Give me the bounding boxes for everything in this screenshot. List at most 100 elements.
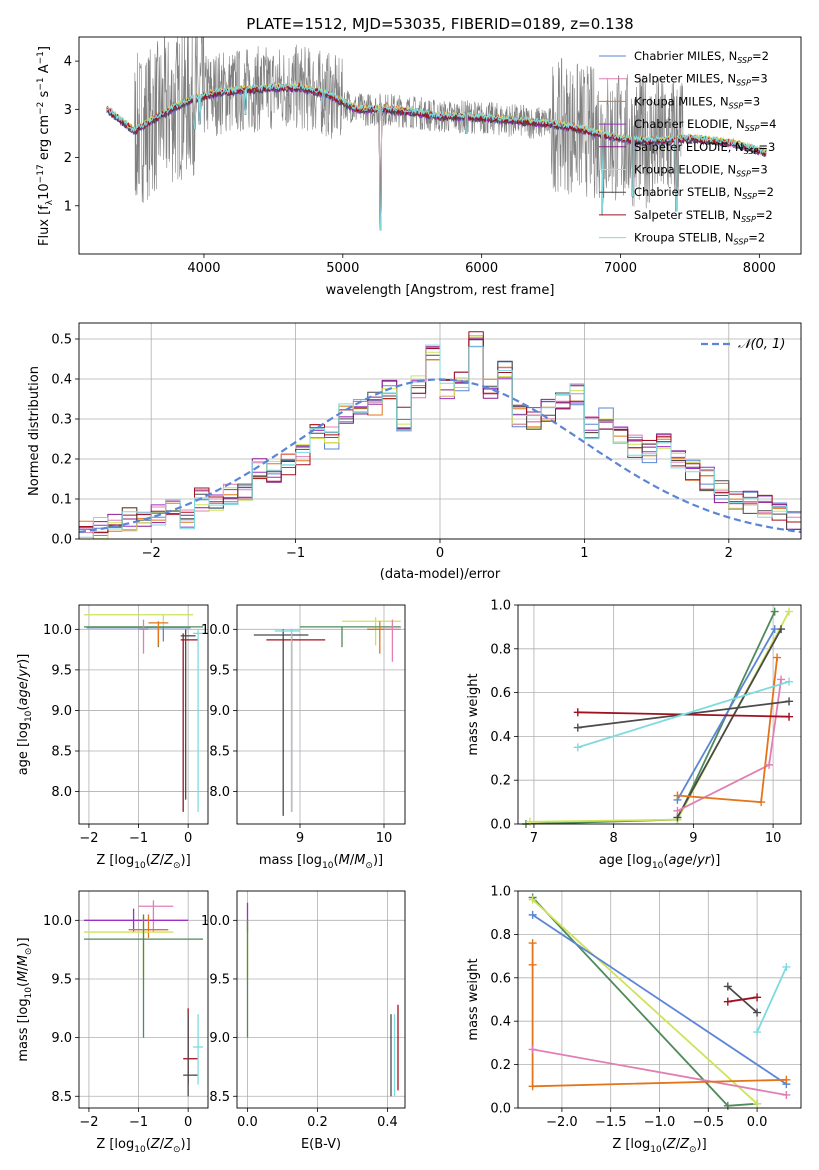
label-part: )] — [373, 853, 383, 868]
label-part: Z — [150, 1137, 161, 1152]
label-part: 10 — [650, 1145, 662, 1155]
x-tick-label: 5000 — [326, 261, 359, 276]
spectrum-model-line — [106, 82, 767, 231]
plus-marker — [573, 723, 582, 732]
x-axis-label: Z [log10(Z/Z⊙)] — [96, 1137, 190, 1155]
legend-text: Kroupa STELIB, N — [634, 231, 734, 245]
plus-marker — [528, 1045, 537, 1054]
plus-marker — [773, 653, 782, 662]
label-part: −1 — [36, 77, 46, 90]
label-part: M — [339, 853, 350, 868]
y-tick-label: 1 — [64, 199, 72, 214]
plus-marker — [785, 677, 794, 686]
plus-marker — [573, 708, 582, 717]
label-part: M — [16, 955, 31, 966]
x-axis-label: Z [log10(Z/Z⊙)] — [96, 853, 190, 871]
label-part: λ — [45, 199, 55, 205]
y-tick-label: 10.0 — [43, 914, 72, 929]
y-tick-label: 0.8 — [490, 928, 511, 943]
plus-marker — [673, 791, 682, 800]
label-part: M — [354, 853, 365, 868]
series-line — [531, 899, 758, 1105]
x-tick-label: 0 — [184, 831, 192, 846]
legend-entry: Chabrier MILES, NSSP=2 — [634, 49, 769, 65]
y-tick-label: 1.0 — [490, 599, 511, 614]
x-tick-label: −1 — [129, 1115, 148, 1130]
label-part: 10 — [652, 861, 664, 871]
x-tick-label: 10 — [376, 831, 393, 846]
plus-marker — [753, 1099, 762, 1108]
plus-marker — [528, 910, 537, 919]
y-tick-label: 0.0 — [490, 818, 511, 833]
legend-sub: SSP — [744, 147, 759, 156]
plus-marker — [528, 895, 537, 904]
y-tick-label: 0.3 — [51, 413, 72, 428]
x-tick-label: 7 — [530, 831, 538, 846]
label-part: / — [16, 966, 31, 971]
label-part: erg cm — [37, 115, 52, 164]
legend-text: Salpeter ELODIE, N — [634, 140, 744, 154]
x-tick-label: 0.4 — [377, 1115, 398, 1130]
label-part: yr — [696, 853, 712, 868]
x-tick-label: −0.5 — [693, 1115, 725, 1130]
plot-area — [79, 605, 208, 824]
label-part: Z — [163, 1137, 174, 1152]
x-axis-label: age [log10(age/yr)] — [599, 853, 721, 871]
y-tick-label: 8.5 — [209, 745, 230, 760]
label-part: Z — [150, 853, 161, 868]
y-tick-label: 0.6 — [490, 971, 511, 986]
axes-frame — [78, 322, 802, 540]
x-tick-label: 0 — [436, 546, 444, 561]
plus-marker — [723, 1101, 732, 1110]
label-part: Z — [679, 1137, 690, 1152]
label-part: 10 — [24, 987, 34, 999]
legend-n: =3 — [751, 163, 768, 177]
legend-text: Salpeter MILES, N — [634, 72, 736, 86]
y-tick-label: 0.4 — [490, 1015, 511, 1030]
label-part: yr — [16, 662, 31, 678]
label-part: M — [16, 971, 31, 982]
plus-marker — [528, 1082, 537, 1091]
legend-text: Kroupa MILES, N — [634, 94, 729, 108]
label-part: A — [37, 64, 52, 77]
label-part: Z — [666, 1137, 677, 1152]
y-tick-label: 0.6 — [490, 686, 511, 701]
x-tick-label: 0.0 — [747, 1115, 768, 1130]
plus-marker — [782, 1090, 791, 1099]
y-tick-label: 8.5 — [51, 745, 72, 760]
label-part: 10 — [322, 861, 334, 871]
axes-frame — [78, 604, 209, 825]
label-part: / — [350, 853, 355, 868]
legend-sub: SSP — [736, 79, 751, 88]
label-part: ( — [334, 853, 339, 868]
plus-marker — [528, 939, 537, 948]
legend-sub: SSP — [734, 238, 749, 247]
y-tick-label: 0.5 — [51, 333, 72, 348]
y-tick-label: 10.0 — [201, 914, 230, 929]
y-tick-label: 0.4 — [490, 730, 511, 745]
x-tick-label: −1.5 — [595, 1115, 627, 1130]
plus-marker — [777, 675, 786, 684]
axes-frame — [517, 890, 802, 1109]
plot-area — [237, 605, 405, 824]
y-tick-label: 9.0 — [51, 1031, 72, 1046]
y-tick-label: 8.5 — [51, 1090, 72, 1105]
plus-marker — [757, 798, 766, 807]
legend-sub: SSP — [737, 56, 752, 65]
y-tick-label: 9.5 — [209, 663, 230, 678]
axes-frame — [236, 604, 406, 825]
plus-marker — [753, 993, 762, 1002]
axes-frame — [78, 890, 209, 1109]
plus-marker — [528, 960, 537, 969]
label-part: −2 — [36, 102, 46, 115]
plus-marker — [785, 697, 794, 706]
label-part: ( — [146, 1137, 151, 1152]
legend-entry: Kroupa MILES, NSSP=3 — [634, 94, 760, 110]
label-part: age [log — [16, 722, 31, 775]
plot-area — [518, 605, 801, 824]
legend-n: =2 — [757, 185, 774, 199]
y-tick-label: 9.5 — [51, 972, 72, 987]
label-part: −1 — [36, 51, 46, 64]
